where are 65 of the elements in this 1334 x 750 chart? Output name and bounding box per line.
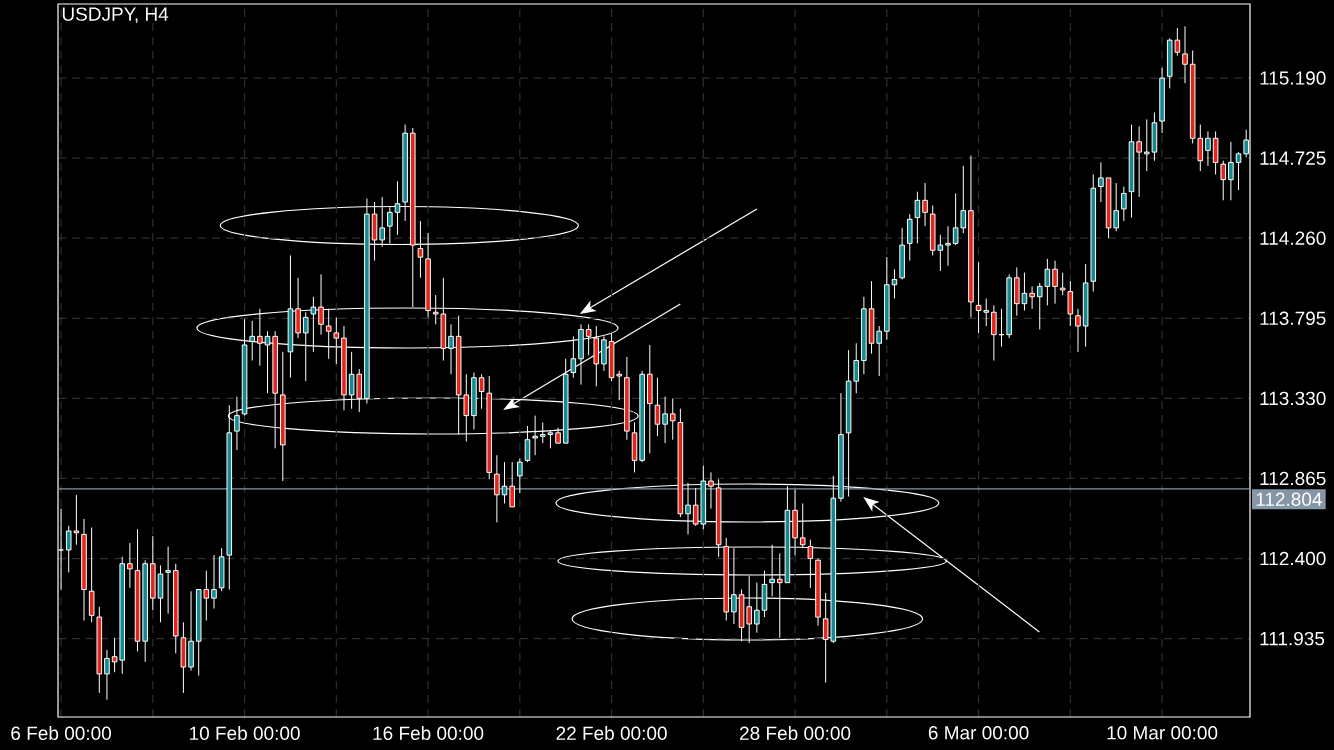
candlestick (1228, 141, 1234, 201)
candlestick (654, 377, 661, 437)
candlestick (1052, 260, 1058, 305)
candlestick (96, 606, 103, 694)
candlestick (150, 535, 156, 611)
candlestick (1067, 280, 1074, 327)
candlestick (647, 344, 653, 454)
candlestick (211, 554, 217, 609)
candlestick (1159, 67, 1165, 134)
candlestick (899, 227, 905, 281)
x-tick-label: 6 Mar 00:00 (928, 726, 1029, 740)
candlestick (1212, 130, 1219, 175)
candlestick (471, 372, 477, 430)
y-tick-label: 115.190 (1260, 71, 1326, 85)
candlestick (1014, 266, 1020, 317)
candlestick (104, 649, 110, 701)
candlestick (142, 559, 148, 663)
y-tick-label: 112.865 (1260, 471, 1326, 486)
candlestick (1220, 160, 1227, 201)
candlestick (922, 182, 928, 227)
y-tick-label: 111.935 (1260, 631, 1325, 646)
y-tick-label: 114.260 (1260, 231, 1326, 245)
candlestick (127, 542, 133, 589)
y-tick-label: 112.400 (1260, 551, 1326, 566)
x-tick-label: 10 Feb 00:00 (190, 726, 300, 741)
candlestick (669, 397, 676, 441)
y-tick-label: 114.725 (1260, 151, 1326, 165)
candlestick (517, 458, 523, 494)
candlestick (1205, 130, 1211, 167)
candlestick (172, 563, 179, 654)
candlestick (1235, 151, 1242, 191)
candlestick (1090, 173, 1097, 293)
x-tick-label: 28 Feb 00:00 (740, 726, 851, 741)
candlestick (1136, 125, 1142, 198)
y-tick-label: 113.795 (1260, 311, 1326, 326)
candlestick (991, 304, 997, 361)
candlestick (188, 590, 194, 671)
candlestick (861, 296, 867, 375)
x-tick-label: 6 Feb 00:00 (11, 726, 111, 741)
candlestick (1006, 273, 1012, 339)
candlestick (1182, 25, 1188, 84)
candlestick (1075, 308, 1081, 353)
candlestick (218, 547, 225, 592)
candlestick (906, 213, 913, 262)
candlestick (1098, 161, 1104, 203)
candlestick (631, 421, 638, 473)
candlestick (165, 545, 171, 615)
y-tick-label: 113.330 (1260, 391, 1326, 406)
candlestick (494, 454, 500, 523)
candlestick (1029, 285, 1035, 310)
candlestick (868, 280, 875, 355)
x-tick-label: 16 Feb 00:00 (373, 726, 484, 741)
candlestick (157, 564, 164, 623)
candlestick (662, 396, 668, 444)
ref-line-label: 112.804 (1256, 492, 1322, 507)
candlestick (180, 621, 187, 694)
chart-title: USDJPY, H4 (62, 7, 169, 24)
x-tick-label: 10 Mar 00:00 (1107, 726, 1218, 740)
candlestick (876, 325, 882, 377)
candlestick (134, 528, 141, 653)
candlestick (1082, 263, 1089, 348)
candlestick (968, 155, 974, 318)
x-tick-label: 22 Feb 00:00 (556, 726, 667, 741)
candlestick (81, 518, 87, 622)
candlestick (945, 225, 951, 267)
